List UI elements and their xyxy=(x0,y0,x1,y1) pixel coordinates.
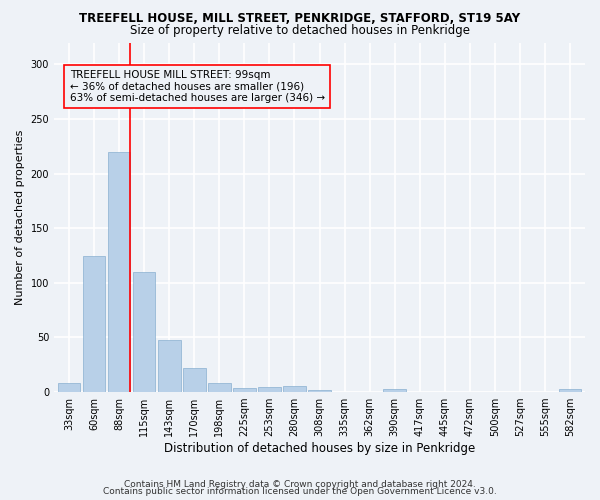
Bar xyxy=(158,340,181,392)
Text: TREEFELL HOUSE, MILL STREET, PENKRIDGE, STAFFORD, ST19 5AY: TREEFELL HOUSE, MILL STREET, PENKRIDGE, … xyxy=(79,12,521,26)
Bar xyxy=(183,368,206,392)
Bar xyxy=(58,384,80,392)
Bar xyxy=(108,152,130,392)
Bar xyxy=(559,389,581,392)
Text: Size of property relative to detached houses in Penkridge: Size of property relative to detached ho… xyxy=(130,24,470,37)
Bar xyxy=(208,384,230,392)
Bar xyxy=(283,386,306,392)
Bar xyxy=(258,386,281,392)
Text: TREEFELL HOUSE MILL STREET: 99sqm
← 36% of detached houses are smaller (196)
63%: TREEFELL HOUSE MILL STREET: 99sqm ← 36% … xyxy=(70,70,325,103)
X-axis label: Distribution of detached houses by size in Penkridge: Distribution of detached houses by size … xyxy=(164,442,475,455)
Bar xyxy=(233,388,256,392)
Text: Contains HM Land Registry data © Crown copyright and database right 2024.: Contains HM Land Registry data © Crown c… xyxy=(124,480,476,489)
Y-axis label: Number of detached properties: Number of detached properties xyxy=(15,130,25,305)
Bar xyxy=(383,389,406,392)
Bar xyxy=(83,256,106,392)
Bar xyxy=(308,390,331,392)
Text: Contains public sector information licensed under the Open Government Licence v3: Contains public sector information licen… xyxy=(103,488,497,496)
Bar xyxy=(133,272,155,392)
